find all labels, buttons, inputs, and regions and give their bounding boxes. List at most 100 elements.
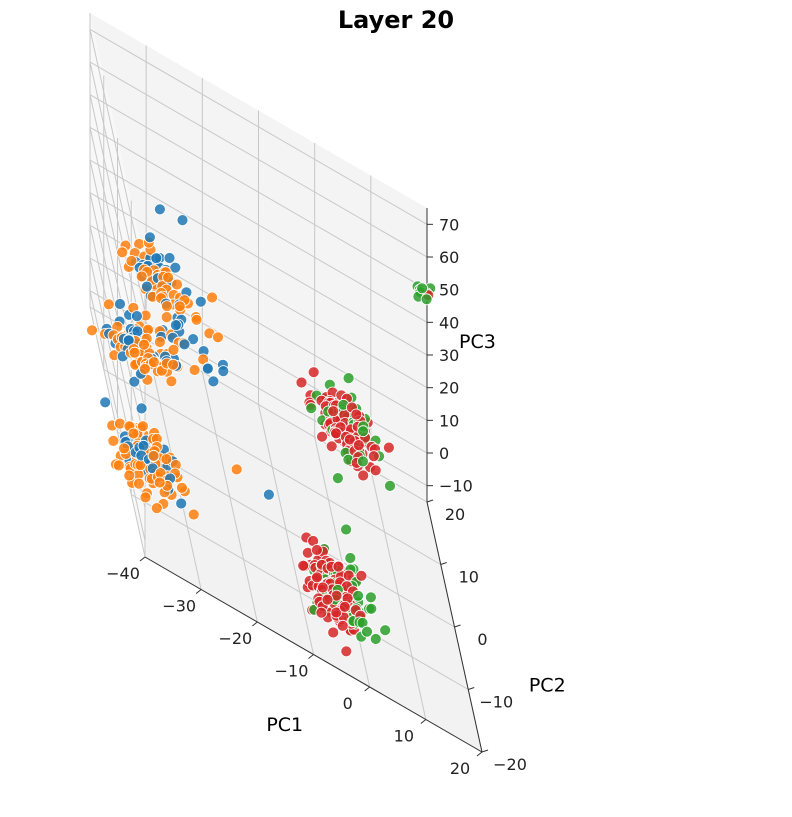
point-class-0 bbox=[135, 402, 148, 415]
point-class-3 bbox=[316, 430, 329, 443]
point-class-2 bbox=[357, 425, 370, 438]
point-class-1 bbox=[167, 358, 180, 371]
x-axis-label: PC1 bbox=[266, 714, 303, 736]
point-class-3 bbox=[352, 439, 365, 452]
point-class-1 bbox=[187, 508, 200, 521]
x-tick-mark bbox=[252, 621, 258, 627]
point-class-2 bbox=[361, 625, 373, 638]
y-axis-label: PC2 bbox=[529, 675, 566, 697]
point-class-0 bbox=[137, 439, 150, 452]
grid-y-floor bbox=[103, 369, 442, 565]
point-class-1 bbox=[212, 331, 224, 344]
point-class-0 bbox=[143, 231, 156, 244]
point-class-3 bbox=[325, 440, 338, 453]
point-class-1 bbox=[138, 363, 151, 375]
point-class-0 bbox=[194, 295, 207, 308]
point-class-1 bbox=[135, 270, 148, 283]
data-points bbox=[86, 203, 437, 658]
point-class-3 bbox=[350, 408, 363, 421]
grid-z-back bbox=[89, 126, 428, 323]
point-class-3 bbox=[332, 560, 345, 573]
point-class-1 bbox=[230, 463, 243, 476]
point-class-1 bbox=[133, 477, 145, 490]
point-class-1 bbox=[160, 453, 173, 466]
z-tick-label: 30 bbox=[439, 346, 459, 365]
point-class-2 bbox=[369, 633, 382, 645]
point-class-3 bbox=[355, 569, 368, 582]
x-tick-mark bbox=[139, 556, 146, 562]
point-class-2 bbox=[331, 472, 344, 485]
tick-labels: −40 −30 −20 −10 0 10 20 −20 −10 0 10 20 −10 0 10 20 30 40… bbox=[106, 215, 566, 778]
x-tick-label: 0 bbox=[343, 694, 353, 713]
point-class-3 bbox=[316, 581, 329, 594]
point-class-1 bbox=[150, 502, 163, 515]
point-class-1 bbox=[153, 336, 166, 348]
point-class-0 bbox=[175, 497, 188, 510]
point-class-2 bbox=[364, 591, 377, 604]
point-class-1 bbox=[206, 291, 219, 304]
grid-z-back bbox=[89, 61, 428, 258]
x-tick-mark bbox=[476, 751, 483, 757]
point-class-1 bbox=[188, 364, 201, 376]
point-class-2 bbox=[356, 455, 369, 468]
point-class-2 bbox=[379, 624, 392, 637]
point-class-2 bbox=[420, 293, 433, 306]
point-class-3 bbox=[330, 606, 343, 619]
x-tick-mark bbox=[195, 589, 202, 594]
z-tick-label: 0 bbox=[439, 444, 449, 463]
point-class-3 bbox=[315, 606, 328, 619]
point-class-3 bbox=[295, 376, 308, 389]
point-class-1 bbox=[139, 491, 152, 504]
point-class-0 bbox=[150, 252, 163, 265]
point-class-0 bbox=[201, 362, 214, 375]
x-tick-mark bbox=[364, 686, 370, 692]
point-class-3 bbox=[367, 450, 380, 463]
point-class-1 bbox=[112, 459, 125, 472]
point-class-3 bbox=[327, 626, 340, 639]
point-class-2 bbox=[416, 282, 429, 295]
axis-lines bbox=[139, 208, 489, 757]
point-class-0 bbox=[169, 261, 182, 274]
point-class-3 bbox=[340, 645, 353, 658]
x-tick-label: −40 bbox=[106, 564, 140, 583]
x-tick-label: −10 bbox=[275, 662, 309, 681]
point-class-1 bbox=[173, 300, 186, 313]
point-class-0 bbox=[114, 298, 126, 310]
point-class-1 bbox=[118, 442, 130, 455]
point-class-1 bbox=[153, 476, 166, 489]
grid-z-back bbox=[89, 159, 428, 356]
point-class-1 bbox=[128, 346, 141, 359]
point-class-2 bbox=[344, 552, 357, 564]
point-class-0 bbox=[153, 203, 166, 216]
z-tick-label: 40 bbox=[439, 313, 459, 332]
point-class-1 bbox=[107, 434, 120, 447]
point-class-0 bbox=[99, 396, 112, 409]
y-tick-label: 0 bbox=[477, 630, 487, 649]
point-class-1 bbox=[147, 449, 160, 462]
point-class-3 bbox=[327, 405, 340, 418]
point-class-3 bbox=[343, 433, 356, 446]
chart-title: Layer 20 bbox=[337, 6, 455, 34]
point-class-3 bbox=[311, 571, 323, 584]
point-class-1 bbox=[147, 356, 160, 369]
grid-z-back bbox=[89, 192, 428, 389]
point-class-0 bbox=[207, 375, 220, 388]
z-tick-label: −10 bbox=[439, 477, 473, 496]
point-class-3 bbox=[321, 593, 334, 606]
point-class-0 bbox=[262, 488, 275, 501]
point-class-0 bbox=[130, 310, 143, 323]
point-class-3 bbox=[297, 559, 310, 572]
grid-z-back bbox=[89, 28, 428, 225]
point-class-1 bbox=[125, 255, 138, 267]
point-class-1 bbox=[171, 278, 183, 291]
point-class-1 bbox=[116, 246, 129, 259]
point-class-1 bbox=[86, 324, 98, 337]
point-class-1 bbox=[102, 298, 115, 311]
y-tick-mark bbox=[426, 499, 434, 503]
point-class-1 bbox=[127, 427, 140, 440]
y-tick-label: −10 bbox=[479, 693, 513, 712]
point-class-2 bbox=[365, 602, 378, 615]
point-class-3 bbox=[382, 441, 395, 454]
point-class-0 bbox=[163, 252, 176, 264]
point-class-1 bbox=[167, 343, 180, 356]
